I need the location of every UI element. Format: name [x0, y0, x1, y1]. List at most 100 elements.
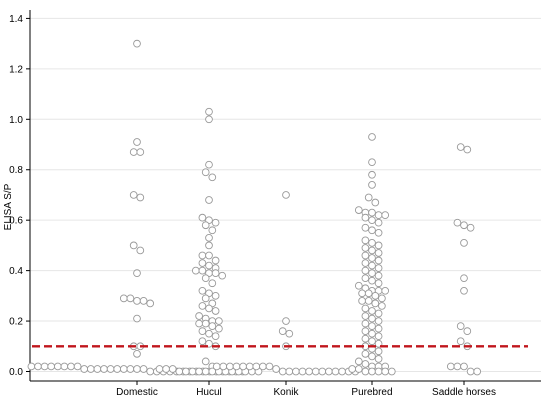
data-point — [73, 362, 82, 371]
data-point — [126, 365, 135, 373]
data-point — [338, 367, 346, 376]
data-point — [155, 365, 164, 373]
data-point — [27, 362, 36, 371]
data-point — [201, 168, 210, 177]
y-tick-label: 0.4 — [9, 266, 23, 277]
data-point — [47, 362, 56, 371]
data-point — [381, 286, 390, 295]
data-point — [298, 367, 307, 376]
data-point — [460, 221, 468, 230]
data-point — [201, 221, 210, 230]
data-point — [361, 367, 370, 376]
data-point — [374, 218, 383, 227]
data-point — [368, 352, 376, 361]
data-point — [374, 279, 383, 288]
data-point — [354, 365, 363, 373]
data-point — [208, 322, 217, 330]
data-point — [205, 241, 213, 250]
data-point — [139, 365, 148, 373]
data-point — [361, 236, 370, 245]
data-point — [473, 367, 482, 376]
data-point — [446, 362, 455, 371]
data-point — [368, 226, 376, 235]
data-point — [374, 241, 383, 250]
x-tick-label: Purebred — [351, 387, 392, 398]
data-point — [175, 367, 184, 376]
data-point — [119, 365, 128, 373]
data-point — [93, 365, 102, 373]
data-point — [311, 367, 320, 376]
y-tick-label: 0.8 — [9, 165, 23, 176]
data-point — [361, 274, 370, 283]
data-point — [453, 218, 462, 227]
data-point — [361, 213, 370, 222]
data-point — [466, 223, 475, 232]
data-point — [368, 307, 376, 315]
data-point — [354, 206, 363, 214]
data-point — [368, 261, 376, 270]
data-point — [212, 362, 221, 371]
data-point — [460, 274, 468, 283]
data-point — [361, 319, 370, 328]
data-point — [146, 299, 155, 308]
data-point — [282, 317, 290, 325]
data-point — [226, 362, 234, 371]
data-point — [348, 365, 357, 373]
data-point — [245, 362, 254, 371]
data-point — [368, 314, 376, 323]
data-point — [354, 281, 363, 290]
data-point — [361, 259, 370, 267]
data-point — [100, 365, 108, 373]
data-point — [215, 317, 223, 325]
data-point — [205, 115, 213, 124]
data-point — [364, 193, 373, 202]
data-point — [374, 347, 383, 356]
data-point — [208, 173, 217, 182]
data-point — [374, 332, 383, 341]
data-point — [387, 367, 396, 376]
data-point — [361, 251, 370, 260]
data-point — [232, 362, 241, 371]
data-point — [205, 233, 213, 242]
data-point — [361, 349, 370, 358]
data-point — [211, 332, 220, 341]
data-point — [133, 365, 141, 373]
data-point — [292, 367, 300, 376]
data-point — [368, 158, 376, 167]
data-point — [278, 327, 287, 335]
data-point — [198, 327, 207, 335]
data-point — [211, 307, 220, 315]
data-point — [182, 367, 190, 376]
data-point — [374, 264, 383, 272]
data-point — [201, 367, 210, 376]
data-point — [201, 294, 210, 303]
data-point — [368, 337, 376, 346]
y-tick-label: 1.4 — [9, 14, 23, 25]
data-point — [136, 193, 145, 202]
data-point — [361, 312, 370, 320]
data-point — [219, 362, 228, 371]
x-tick-label: Saddle horses — [432, 387, 496, 398]
data-point — [318, 367, 327, 376]
data-point — [368, 239, 376, 247]
data-point — [374, 249, 383, 257]
data-point — [368, 181, 376, 189]
y-tick-label: 0.6 — [9, 216, 23, 227]
data-point — [460, 239, 468, 247]
data-point — [374, 367, 383, 376]
data-point — [198, 286, 207, 295]
data-point — [195, 367, 203, 376]
data-point — [282, 191, 290, 199]
data-point — [168, 365, 177, 373]
data-point — [368, 170, 376, 179]
data-point — [198, 259, 207, 267]
data-point — [201, 274, 210, 283]
data-point — [354, 357, 363, 366]
data-point — [205, 196, 213, 204]
x-tick-label: Domestic — [116, 387, 158, 398]
data-point — [208, 226, 217, 235]
data-point — [374, 271, 383, 280]
data-point — [364, 289, 373, 298]
data-point — [361, 360, 370, 368]
data-point — [133, 297, 141, 305]
